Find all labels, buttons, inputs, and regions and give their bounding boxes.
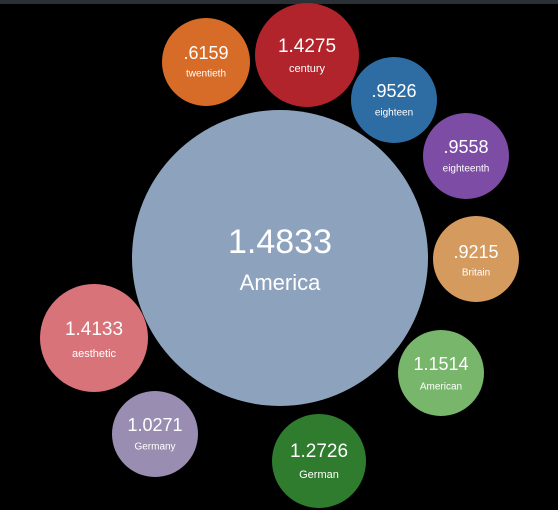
- bubble-value: .9558: [443, 137, 488, 157]
- bubble-circle: [351, 57, 437, 143]
- bubble-value: .9215: [453, 242, 498, 262]
- bubble-value: 1.0271: [127, 415, 182, 435]
- bubble-circle: [162, 18, 250, 106]
- bubble-circle: [398, 330, 484, 416]
- bubble-value: 1.2726: [290, 441, 348, 462]
- bubble-label: Britain: [462, 268, 490, 279]
- bubble-value: 1.4833: [228, 223, 332, 261]
- bubble-britain: .9215 Britain: [433, 216, 519, 302]
- bubble-circle: [423, 113, 509, 199]
- bubble-label: eighteen: [375, 108, 413, 119]
- bubble-label: Germany: [134, 442, 175, 453]
- bubble-value: .9526: [371, 81, 416, 101]
- bubble-aesthetic: 1.4133 aesthetic: [40, 284, 148, 392]
- bubble-label: America: [240, 270, 321, 295]
- bubble-label: twentieth: [186, 69, 226, 80]
- bubble-circle: [255, 3, 359, 107]
- bubble-label: American: [420, 382, 462, 393]
- bubble-german: 1.2726 German: [272, 414, 366, 508]
- bubble-label: German: [299, 469, 339, 481]
- bubble-value: 1.4275: [278, 36, 336, 57]
- bubble-value: 1.1514: [413, 354, 468, 374]
- bubble-value: .6159: [183, 43, 228, 63]
- bubble-america: 1.4833 America: [132, 110, 428, 406]
- top-strip: [0, 0, 558, 4]
- bubble-twentieth: .6159 twentieth: [162, 18, 250, 106]
- bubble-circle: [112, 391, 198, 477]
- bubble-label: century: [289, 63, 326, 75]
- bubble-label: eighteenth: [443, 164, 490, 175]
- bubble-century: 1.4275 century: [255, 3, 359, 107]
- bubble-circle: [40, 284, 148, 392]
- bubble-american: 1.1514 American: [398, 330, 484, 416]
- bubble-circle: [132, 110, 428, 406]
- bubble-circle: [272, 414, 366, 508]
- bubble-circle: [433, 216, 519, 302]
- bubble-eighteenth: .9558 eighteenth: [423, 113, 509, 199]
- bubble-germany: 1.0271 Germany: [112, 391, 198, 477]
- bubble-value: 1.4133: [65, 319, 123, 340]
- bubble-eighteen: .9526 eighteen: [351, 57, 437, 143]
- bubble-label: aesthetic: [72, 348, 117, 360]
